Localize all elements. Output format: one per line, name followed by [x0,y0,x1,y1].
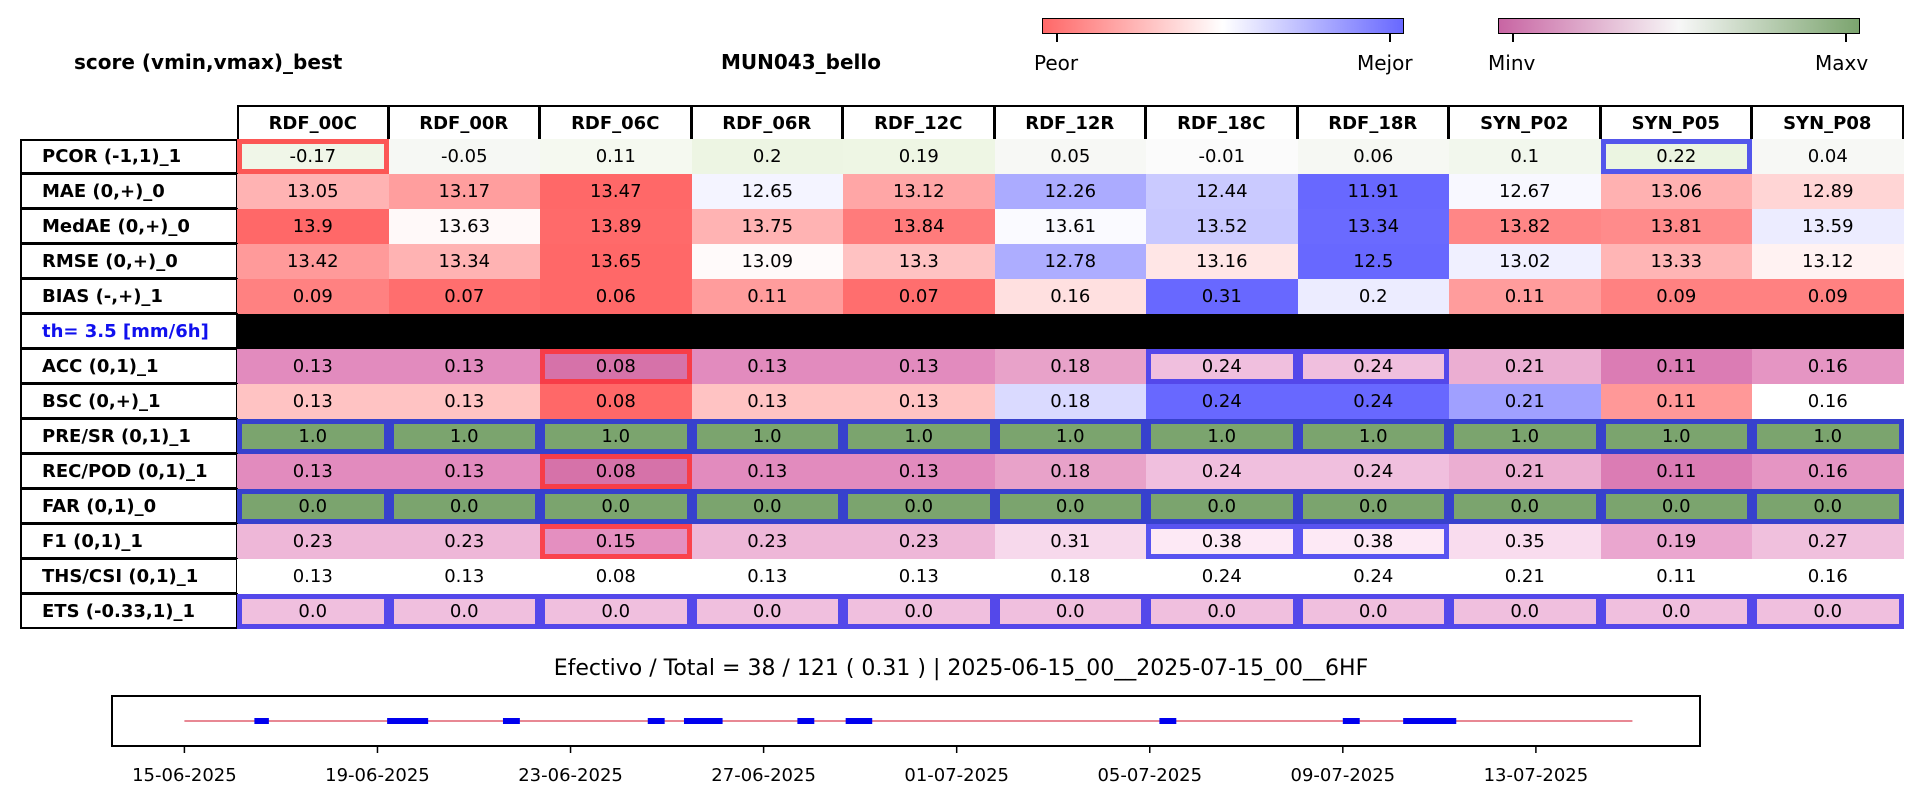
value-colorbar [1498,18,1860,34]
score-colorbar-max-label: Mejor [1357,51,1413,75]
timeline-tick-label: 13-07-2025 [1484,765,1589,786]
center-title: MUN043_bello [721,50,881,74]
timeline-tick-label: 19-06-2025 [325,765,430,786]
timeline-tick-label: 15-06-2025 [132,765,237,786]
timeline-tick-label: 01-07-2025 [904,765,1009,786]
timeline-tick-label: 05-07-2025 [1097,765,1202,786]
score-colorbar-min-tick [1056,34,1058,42]
summary-text: Efectivo / Total = 38 / 121 ( 0.31 ) | 2… [553,656,1369,681]
timeline-tick-label: 09-07-2025 [1291,765,1396,786]
timeline-frame [111,695,1701,747]
score-colorbar-min-label: Peor [1034,51,1079,75]
value-colorbar-min-label: Minv [1488,51,1536,75]
value-colorbar-max-label: Maxv [1815,51,1869,75]
value-colorbar-max-tick [1845,34,1847,42]
timeline-tick-label: 27-06-2025 [711,765,816,786]
value-colorbar-min-tick [1512,34,1514,42]
score-colorbar [1042,18,1404,34]
timeline-tick-label: 23-06-2025 [518,765,623,786]
score-colorbar-max-tick [1389,34,1391,42]
left-title: score (vmin,vmax)_best [74,50,343,74]
